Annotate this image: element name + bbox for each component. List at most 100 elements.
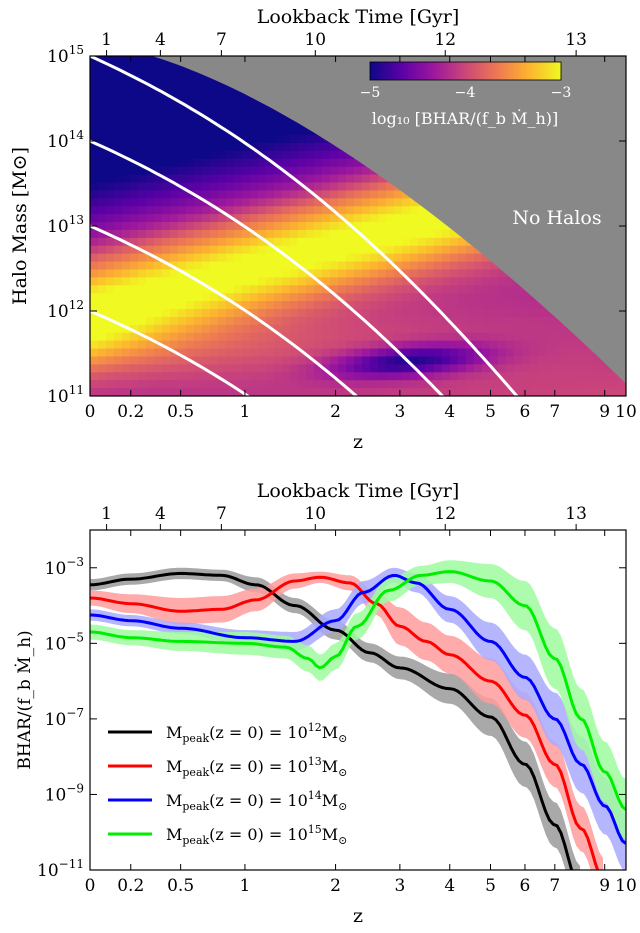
heatmap-cell — [594, 372, 603, 381]
heatmap-cell — [138, 277, 147, 286]
heatmap-cell — [338, 340, 347, 350]
heatmap-cell — [394, 301, 403, 310]
heatmap-cell — [394, 198, 403, 207]
heatmap-cell — [210, 332, 219, 342]
heatmap-panel: No Halos −5 −4 −3 log₁₀ [BHAR/(f_b Ṁ_h)]… — [9, 6, 637, 453]
heatmap-cell — [114, 269, 123, 278]
heatmap-cell — [378, 198, 387, 207]
line-panel: 0 0.2 0.5 1 2 3 4 5 6 7 9 10 1 4 7 10 12 13 10−1110−910−… — [14, 480, 637, 927]
heatmap-cell — [306, 316, 315, 326]
heatmap-cell — [122, 245, 131, 255]
heatmap-cell — [338, 348, 347, 358]
heatmap-cell — [282, 348, 291, 358]
heatmap-cell — [162, 348, 171, 358]
heatmap-cell — [490, 316, 499, 326]
heatmap-cell — [130, 190, 139, 199]
heatmap-cell — [226, 166, 235, 176]
heatmap-cell — [114, 119, 123, 128]
heatmap-cell — [322, 206, 331, 215]
heatmap-cell — [250, 324, 259, 334]
heatmap-cell — [242, 150, 251, 160]
heatmap-cell — [346, 261, 355, 271]
heatmap-cell — [402, 285, 411, 294]
heatmap-cell — [290, 166, 299, 176]
heatmap-cell — [346, 309, 355, 318]
heatmap-cell — [378, 253, 387, 263]
heatmap-cell — [314, 166, 323, 176]
heatmap-cell — [378, 182, 387, 192]
heatmap-cell — [426, 324, 435, 334]
heatmap-cell — [258, 340, 267, 350]
heatmap-cell — [298, 332, 307, 342]
heatmap-cell — [314, 214, 323, 223]
heatmap-cell — [466, 356, 475, 365]
heatmap-cell — [186, 135, 195, 144]
heatmap-cell — [258, 127, 267, 136]
heatmap-cell — [554, 388, 563, 396]
heatmap-cell — [138, 56, 147, 65]
heatmap-cell — [370, 182, 379, 192]
heatmap-cell — [434, 324, 443, 334]
heatmap-cell — [106, 198, 115, 207]
heatmap-cell — [122, 309, 131, 318]
heatmap-cell — [266, 214, 275, 223]
heatmap-cell — [218, 79, 227, 89]
heatmap-cell — [146, 245, 155, 255]
heatmap-cell — [242, 380, 251, 389]
heatmap-cell — [242, 103, 251, 112]
heatmap-cell — [378, 348, 387, 358]
heatmap-cell — [154, 87, 163, 97]
heatmap-cell — [402, 324, 411, 334]
heatmap-cell — [226, 174, 235, 184]
heatmap-cell — [338, 253, 347, 263]
heatmap-cell — [170, 324, 179, 334]
heatmap-cell — [378, 206, 387, 215]
heatmap-cell — [274, 356, 283, 365]
heatmap-cell — [306, 150, 315, 160]
heatmap-cell — [146, 316, 155, 326]
heatmap-cell — [242, 277, 251, 286]
heatmap-cell — [394, 285, 403, 294]
heatmap-cell — [330, 285, 339, 294]
heatmap-cell — [218, 229, 227, 239]
heatmap-cell — [338, 293, 347, 302]
heatmap-cell — [106, 237, 115, 247]
heatmap-cell — [130, 309, 139, 318]
heatmap-cell — [442, 372, 451, 381]
heatmap-cell — [250, 237, 259, 247]
y-axis-label: Halo Mass [M⊙] — [9, 147, 31, 305]
heatmap-cell — [154, 111, 163, 120]
heatmap-cell — [202, 229, 211, 239]
heatmap-cell — [330, 166, 339, 176]
heatmap-cell — [410, 340, 419, 350]
heatmap-cell — [490, 261, 499, 271]
heatmap-cell — [410, 380, 419, 389]
heatmap-cell — [226, 309, 235, 318]
heatmap-cell — [178, 127, 187, 136]
heatmap-cell — [90, 301, 99, 310]
heatmap-cell — [570, 356, 579, 365]
heatmap-cell — [418, 340, 427, 350]
heatmap-cell — [122, 63, 131, 73]
heatmap-cell — [434, 372, 443, 381]
heatmap-cell — [266, 348, 275, 358]
heatmap-cell — [530, 301, 539, 310]
heatmap-cell — [258, 237, 267, 247]
heatmap-cell — [258, 269, 267, 278]
heatmap-cell — [154, 56, 163, 65]
heatmap-cell — [546, 316, 555, 326]
heatmap-cell — [418, 301, 427, 310]
heatmap-cell — [514, 309, 523, 318]
heatmap-cell — [386, 380, 395, 389]
heatmap-cell — [402, 237, 411, 247]
heatmap-cell — [370, 356, 379, 365]
heatmap-cell — [322, 190, 331, 199]
heatmap-cell — [570, 332, 579, 342]
heatmap-cell — [362, 285, 371, 294]
heatmap-cell — [362, 309, 371, 318]
heatmap-cell — [554, 316, 563, 326]
heatmap-cell — [154, 71, 163, 81]
heatmap-cell — [122, 364, 131, 373]
heatmap-cell — [546, 356, 555, 365]
heatmap-cell — [106, 79, 115, 89]
